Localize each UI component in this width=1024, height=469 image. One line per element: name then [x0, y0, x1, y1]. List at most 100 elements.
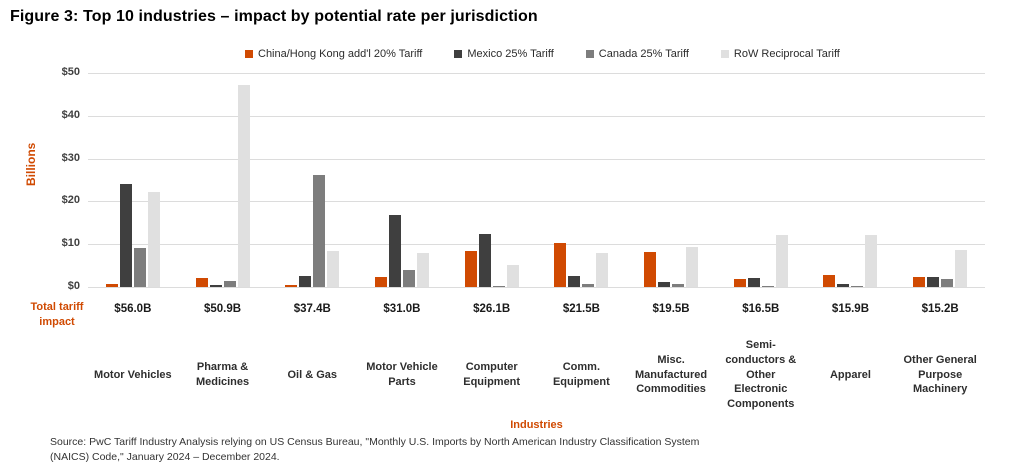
total-tariff-value: $26.1B: [473, 303, 511, 315]
legend-item: China/Hong Kong add'l 20% Tariff: [245, 48, 422, 60]
bar-group: [267, 73, 357, 287]
industry-label: Apparel: [829, 368, 871, 381]
bar: [478, 234, 491, 287]
plot-area: [88, 73, 985, 288]
bar: [402, 270, 415, 287]
total-tariff-value: $15.2B: [921, 303, 959, 315]
bar: [388, 215, 401, 287]
total-tariff-value: $50.9B: [204, 303, 242, 315]
bar: [105, 284, 118, 287]
bar: [237, 84, 250, 287]
bar-group: [895, 73, 985, 287]
y-tick-label: $40: [61, 108, 80, 121]
bar-group: [626, 73, 716, 287]
bar: [133, 248, 146, 287]
bar-group: [716, 73, 806, 287]
bar-group: [357, 73, 447, 287]
bar: [119, 184, 132, 287]
bar: [747, 277, 760, 287]
bar: [147, 191, 160, 287]
industry-label: Comm. Equipment: [552, 361, 610, 388]
totals-row: $56.0B $50.9B $37.4B $31.0B $26.1B $21.5B $19.…: [88, 303, 985, 315]
bar: [672, 284, 685, 287]
bar: [761, 285, 774, 287]
bar: [299, 276, 312, 287]
legend-swatch-icon: [720, 50, 729, 58]
total-tariff-value: $37.4B: [293, 303, 331, 315]
bar: [733, 279, 746, 287]
bar-group: [88, 73, 178, 287]
bar: [686, 246, 699, 287]
industry-label: Computer Equipment: [463, 361, 521, 388]
bar-group: [806, 73, 896, 287]
bar: [582, 284, 595, 287]
bar: [416, 253, 429, 287]
industry-label: Misc. Manufactured Commodities: [635, 353, 708, 396]
gridline: [88, 158, 985, 160]
total-tariff-value: $19.5B: [652, 303, 690, 315]
gridline: [88, 287, 985, 288]
figure-title: Figure 3: Top 10 industries – impact by …: [10, 8, 538, 25]
industry-label: Motor Vehicles: [94, 368, 172, 381]
total-tariff-value: $21.5B: [562, 303, 600, 315]
bar: [644, 251, 657, 287]
gridline: [88, 201, 985, 203]
bar: [913, 277, 926, 287]
bar: [327, 251, 340, 287]
legend-label: China/Hong Kong add'l 20% Tariff: [258, 48, 423, 60]
legend-swatch-icon: [585, 50, 594, 58]
total-tariff-value: $56.0B: [114, 303, 152, 315]
y-axis-label: Billions: [24, 142, 38, 186]
legend-item: RoW Reciprocal Tariff: [720, 48, 840, 60]
bar: [568, 275, 581, 287]
bar-group: [178, 73, 268, 287]
industry-label: Other General Purpose Machinery: [903, 353, 977, 396]
industry-label: Motor Vehicle Parts: [366, 361, 438, 388]
bar-group: [537, 73, 627, 287]
source-line-2: (NAICS) Code," January 2024 – December 2…: [50, 451, 280, 464]
legend-swatch-icon: [245, 50, 253, 58]
bar: [851, 286, 864, 287]
source-note: Source: PwC Tariff Industry Analysis rel…: [50, 435, 770, 465]
y-tick-label: $10: [61, 237, 80, 250]
y-tick-label: $20: [61, 194, 80, 207]
gridline: [88, 244, 985, 246]
bar: [596, 253, 609, 287]
bar: [313, 174, 326, 287]
bar: [223, 281, 236, 287]
legend-item: Canada 25% Tariff: [585, 48, 689, 60]
totals-row-label: Total tariff impact: [30, 301, 84, 328]
bar-groups: [88, 73, 985, 287]
legend-item: Mexico 25% Tariff: [454, 48, 554, 60]
y-tick-label: $50: [61, 66, 80, 78]
bar: [658, 281, 671, 287]
bar: [775, 234, 788, 287]
bar: [823, 274, 836, 287]
bar: [209, 285, 222, 287]
industry-labels-row: Motor Vehicles Pharma & Medicines Oil & Ga…: [88, 338, 985, 411]
legend-label: Mexico 25% Tariff: [467, 48, 554, 60]
legend-label: RoW Reciprocal Tariff: [733, 48, 840, 60]
legend-label: Canada 25% Tariff: [598, 48, 689, 60]
y-tick-label: $30: [61, 151, 80, 164]
total-tariff-value: $16.5B: [742, 303, 780, 315]
bar: [374, 276, 387, 287]
x-axis-label: Industries: [510, 419, 563, 431]
bar: [285, 285, 298, 287]
bar: [941, 279, 954, 287]
bar: [195, 278, 208, 287]
industry-label: Oil & Gas: [287, 368, 338, 381]
bar: [464, 251, 477, 287]
total-tariff-value: $31.0B: [383, 303, 421, 315]
y-tick-label: $0: [67, 280, 80, 292]
gridline: [88, 115, 985, 117]
bar: [506, 264, 519, 287]
total-tariff-value: $15.9B: [831, 303, 870, 315]
bar: [927, 276, 940, 287]
bar: [837, 284, 850, 287]
industry-label: Pharma & Medicines: [195, 361, 250, 388]
chart-legend: China/Hong Kong add'l 20% Tariff Mexico 2…: [245, 48, 840, 60]
bar: [865, 234, 878, 287]
industry-label: Semi-conductors & Other Electronic Compo…: [725, 338, 797, 411]
bar-group: [447, 73, 537, 287]
